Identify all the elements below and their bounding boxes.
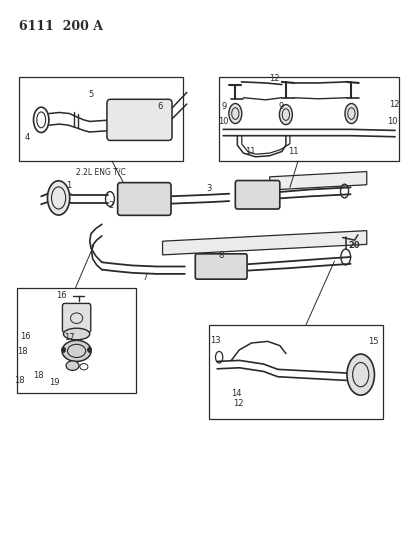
Text: 11: 11 (245, 147, 255, 156)
Text: 14: 14 (230, 389, 241, 398)
Ellipse shape (47, 181, 70, 215)
Text: 18: 18 (33, 371, 44, 380)
Text: 1: 1 (65, 181, 71, 190)
Ellipse shape (63, 328, 90, 340)
FancyBboxPatch shape (195, 254, 247, 279)
Text: 8: 8 (218, 252, 223, 261)
Text: 2.2L ENG T/C: 2.2L ENG T/C (76, 167, 126, 176)
FancyBboxPatch shape (117, 183, 171, 215)
Polygon shape (162, 231, 366, 255)
Text: 10: 10 (218, 117, 228, 126)
FancyBboxPatch shape (107, 99, 172, 140)
Text: 12: 12 (388, 100, 398, 109)
Text: 20: 20 (348, 241, 360, 250)
Ellipse shape (228, 103, 241, 124)
Text: 6111  200 A: 6111 200 A (19, 20, 103, 33)
Text: 5: 5 (88, 90, 93, 99)
FancyBboxPatch shape (235, 181, 279, 209)
Text: 15: 15 (368, 337, 378, 346)
Text: 13: 13 (209, 336, 220, 345)
Text: 17: 17 (64, 333, 74, 342)
Ellipse shape (279, 104, 292, 125)
Text: 12: 12 (269, 74, 279, 83)
Text: 6: 6 (157, 102, 163, 111)
Text: 9: 9 (221, 102, 227, 111)
Text: 18: 18 (17, 348, 27, 357)
Text: 4: 4 (25, 133, 29, 142)
Text: 16: 16 (20, 332, 30, 341)
Text: 9: 9 (278, 102, 283, 111)
Text: 3: 3 (206, 184, 211, 193)
Ellipse shape (61, 347, 65, 352)
Ellipse shape (346, 354, 373, 395)
Ellipse shape (344, 103, 357, 124)
Ellipse shape (87, 347, 91, 352)
Text: 11: 11 (287, 147, 298, 156)
Text: 16: 16 (56, 291, 67, 300)
Text: 19: 19 (49, 378, 60, 387)
Text: 10: 10 (386, 117, 396, 126)
Polygon shape (269, 172, 366, 190)
Text: 12: 12 (233, 399, 243, 408)
FancyBboxPatch shape (62, 303, 90, 333)
Text: 18: 18 (14, 376, 25, 385)
Ellipse shape (62, 341, 91, 361)
Text: 7: 7 (142, 272, 148, 281)
Text: 2: 2 (108, 201, 114, 211)
Ellipse shape (66, 361, 79, 370)
